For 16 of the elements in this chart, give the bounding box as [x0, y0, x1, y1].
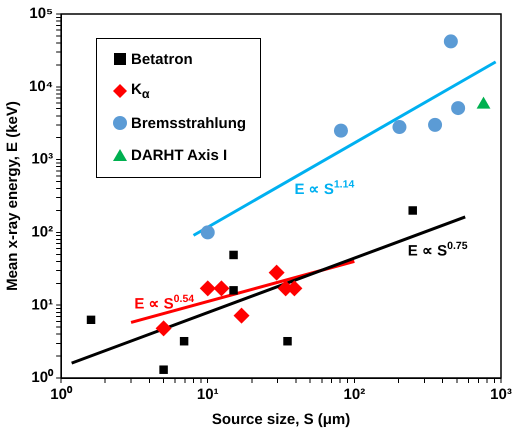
legend-label: Betatron [131, 50, 193, 68]
legend-label: DARHT Axis I [131, 146, 228, 164]
x-tick-label: 10² [344, 386, 366, 404]
y-tick-label: 10⁰ [31, 368, 54, 386]
legend-label: Bremsstrahlung [131, 114, 246, 132]
x-tick-label: 10³ [490, 386, 512, 404]
x-axis-title: Source size, S (μm) [212, 411, 350, 428]
legend-label: K$_{α}$ [131, 81, 150, 101]
y-tick-label: 10⁵ [29, 5, 54, 22]
y-tick-label: 10² [31, 224, 54, 241]
x-tick-label: 10⁰ [50, 385, 73, 404]
y-tick-label: 10³ [31, 150, 54, 168]
y-tick-label: 10⁴ [28, 78, 54, 95]
x-tick-label: 10¹ [196, 386, 219, 404]
y-axis-title: Mean x-ray energy, E (keV) [4, 101, 22, 291]
y-tick-label: 10¹ [31, 296, 54, 314]
